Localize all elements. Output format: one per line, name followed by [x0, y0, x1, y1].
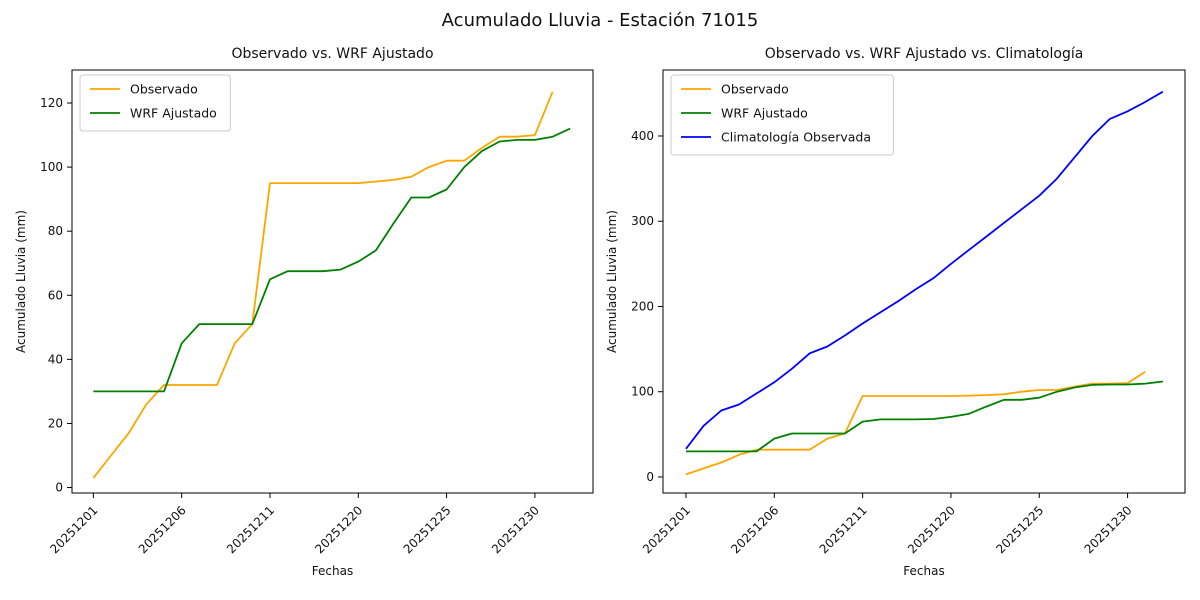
chart-0-x-tick-label: 20251201	[47, 503, 100, 556]
chart-1-frame	[662, 69, 1186, 494]
chart-1-title: Observado vs. WRF Ajustado vs. Climatolo…	[765, 46, 1084, 62]
chart-1-x-tick-label: 20251211	[817, 503, 870, 556]
chart-0-ylabel: Acumulado Lluvia (mm)	[14, 210, 28, 353]
chart-0-x-tick-label: 20251211	[224, 503, 277, 556]
chart-0-series-observado-line	[92, 91, 554, 479]
chart-1-legend-label-observado: Observado	[721, 82, 789, 97]
chart-0-y-tick-label: 60	[48, 288, 63, 302]
chart-0-x-tick-label: 20251225	[401, 503, 454, 556]
chart-1-xlabel: Fechas	[903, 564, 944, 578]
chart-1-y-tick-label: 0	[646, 470, 654, 484]
chart-1-y-tick-label: 400	[631, 129, 654, 143]
chart-0-xlabel: Fechas	[312, 564, 353, 578]
chart-1-legend-box	[670, 74, 894, 156]
chart-1-x-tick-label: 20251201	[640, 503, 693, 556]
chart-1-x-tick-label: 20251230	[1082, 503, 1135, 556]
chart-0-y-tick-label: 40	[48, 352, 63, 366]
chart-1-series-observado-line	[685, 370, 1146, 476]
chart-1-series-climatolog-a-observada-line	[685, 90, 1164, 450]
chart-0-x-tick-label: 20251230	[489, 503, 542, 556]
chart-1-legend-label-climatolog-a-observada: Climatología Observada	[721, 130, 871, 145]
chart-1-x-tick-label: 20251225	[993, 503, 1046, 556]
chart-1-legend-label-wrf-ajustado: WRF Ajustado	[721, 106, 808, 121]
chart-1-y-tick-label: 300	[631, 214, 654, 228]
figure-suptitle: Acumulado Lluvia - Estación 71015	[441, 10, 759, 31]
chart-0-y-tick-label: 20	[48, 416, 63, 430]
chart-1-x-tick-label: 20251206	[728, 503, 781, 556]
chart-0-x-tick-label: 20251206	[136, 503, 189, 556]
chart-0-y-tick-label: 0	[55, 481, 63, 495]
chart-0-y-tick-label: 100	[40, 160, 63, 174]
chart-1-series-wrf-ajustado-line	[686, 380, 1164, 453]
chart-0-y-tick-label: 120	[40, 96, 63, 110]
chart-1-y-tick-label: 100	[631, 385, 654, 399]
chart-0-legend-label-wrf-ajustado: WRF Ajustado	[130, 106, 217, 121]
chart-0-series-wrf-ajustado-line	[93, 127, 571, 393]
chart-0-frame	[71, 69, 594, 494]
chart-0-legend-label-observado: Observado	[130, 82, 198, 97]
chart-0-x-tick-label: 20251220	[312, 503, 365, 556]
chart-0-title: Observado vs. WRF Ajustado	[231, 46, 433, 62]
chart-0-y-tick-label: 80	[48, 224, 63, 238]
chart-1-y-tick-label: 200	[631, 299, 654, 313]
chart-1-x-tick-label: 20251220	[905, 503, 958, 556]
chart-1-ylabel: Acumulado Lluvia (mm)	[605, 210, 619, 353]
